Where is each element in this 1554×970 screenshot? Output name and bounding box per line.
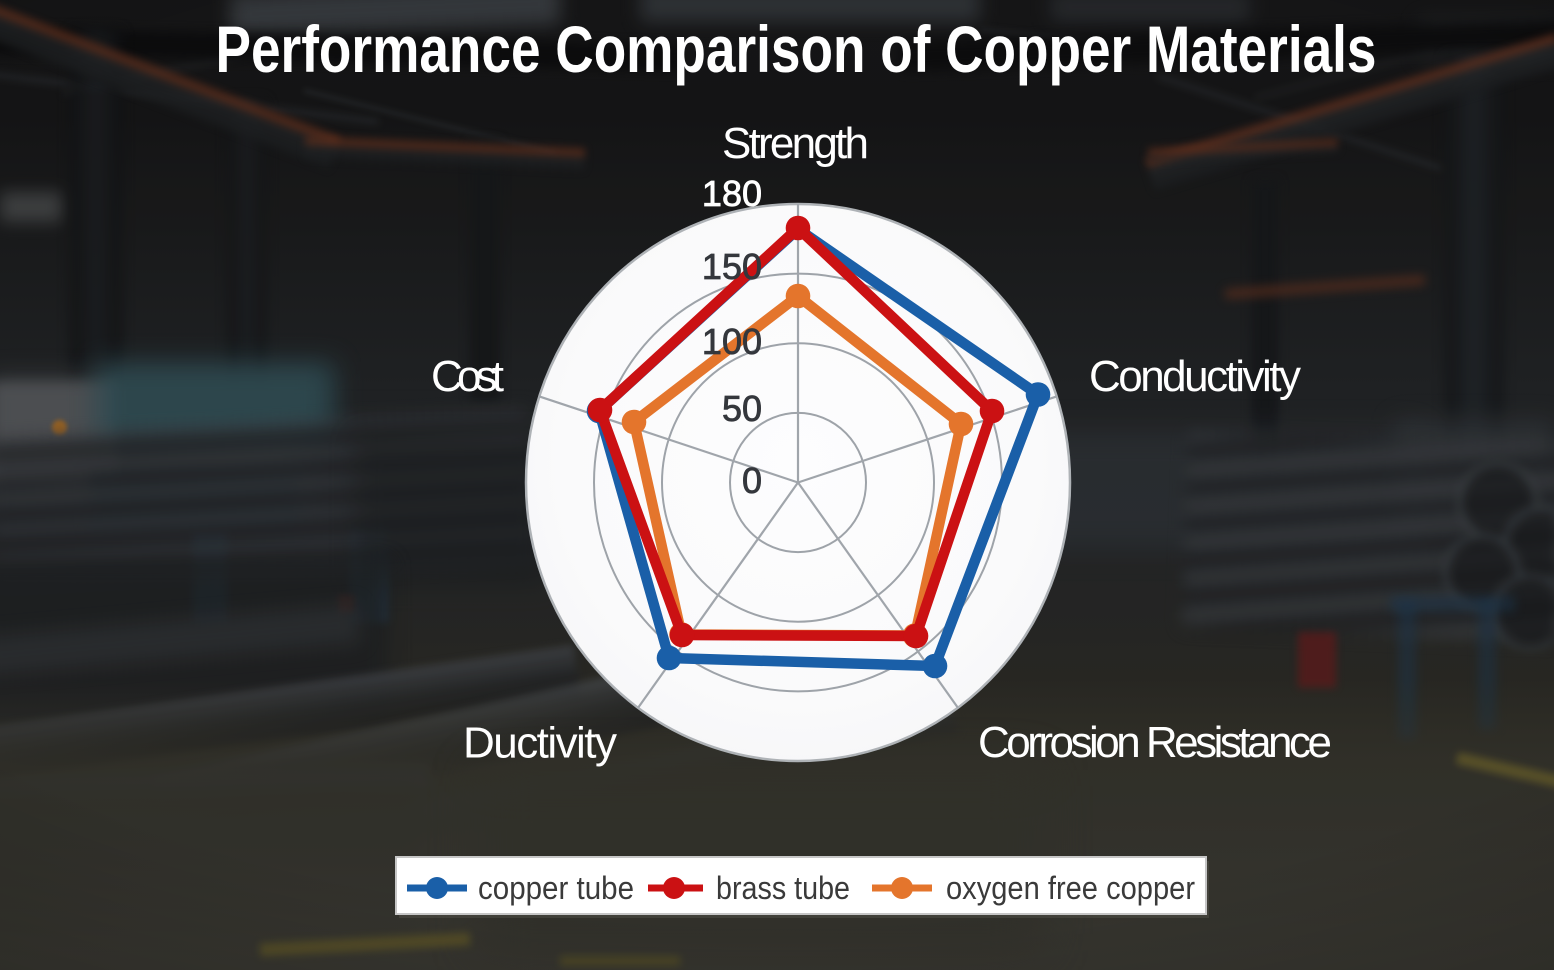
svg-text:copper tube: copper tube <box>478 870 634 906</box>
svg-text:brass tube: brass tube <box>716 870 850 906</box>
svg-text:0: 0 <box>742 460 762 501</box>
svg-text:Conductivity: Conductivity <box>1089 352 1301 401</box>
svg-text:Strength: Strength <box>722 119 869 168</box>
svg-text:Performance Comparison of Copp: Performance Comparison of Copper Materia… <box>216 12 1377 86</box>
svg-text:50: 50 <box>722 388 762 429</box>
svg-text:Ductivity: Ductivity <box>463 719 617 768</box>
svg-text:Cost: Cost <box>431 352 504 401</box>
svg-text:oxygen free copper: oxygen free copper <box>946 870 1195 906</box>
svg-text:150: 150 <box>702 246 762 287</box>
svg-text:100: 100 <box>702 321 762 362</box>
svg-text:180: 180 <box>702 173 762 214</box>
svg-text:Corrosion Resistance: Corrosion Resistance <box>978 718 1332 767</box>
